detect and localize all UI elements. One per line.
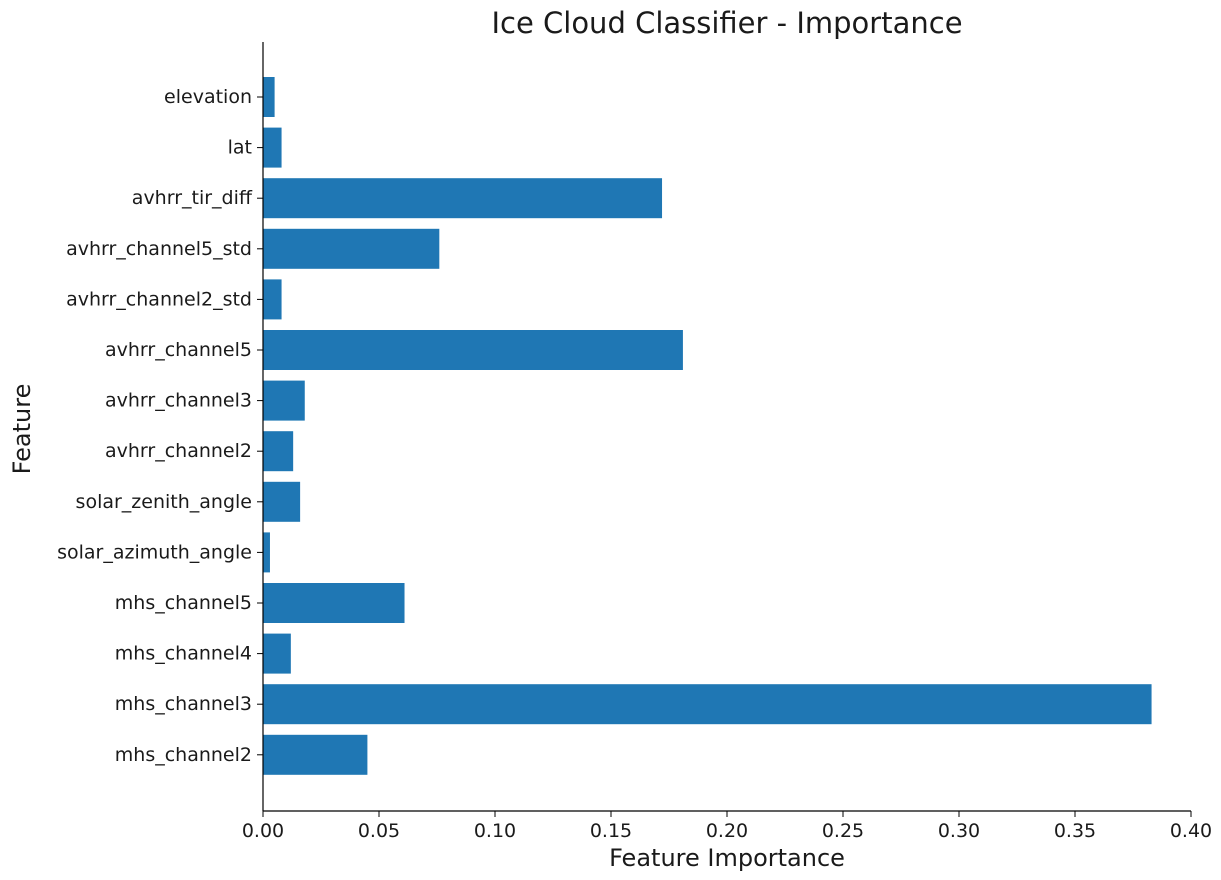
y-tick-label: avhrr_channel5	[105, 339, 252, 361]
bar-solar_azimuth_angle	[263, 532, 270, 573]
x-tick-label: 0.15	[590, 820, 632, 842]
x-tick-label: 0.05	[358, 820, 400, 842]
y-tick-label: solar_azimuth_angle	[57, 541, 252, 563]
bar-lat	[263, 127, 282, 168]
bar-avhrr_channel5	[263, 330, 683, 370]
y-tick-label: avhrr_channel3	[105, 390, 252, 412]
x-tick-label: 0.25	[822, 820, 864, 842]
bar-mhs_channel3	[263, 684, 1152, 725]
bar-mhs_channel4	[263, 633, 291, 674]
bar-solar_zenith_angle	[263, 481, 301, 522]
y-axis-label: Feature	[8, 384, 36, 475]
y-tick-label: mhs_channel2	[115, 744, 252, 766]
y-tick-label: avhrr_channel2	[105, 440, 252, 462]
y-tick-label: mhs_channel5	[115, 592, 252, 614]
bar-mhs_channel5	[263, 583, 405, 623]
x-tick-label: 0.40	[1170, 820, 1212, 842]
bar-elevation	[263, 77, 275, 117]
bar-avhrr_channel2	[263, 431, 294, 472]
bar-avhrr_tir_diff	[263, 178, 663, 219]
x-tick-label: 0.30	[938, 820, 980, 842]
y-tick-label: lat	[228, 137, 252, 159]
bar-avhrr_channel3	[263, 380, 305, 421]
bar-mhs_channel2	[263, 734, 368, 775]
x-axis-label: Feature Importance	[609, 844, 845, 872]
y-tick-labels: elevation lat avhrr_tir_diff avhrr_channel5…	[57, 86, 263, 766]
y-tick-label: avhrr_channel2_std	[66, 288, 252, 310]
x-tick-label: 0.35	[1054, 820, 1096, 842]
y-tick-label: elevation	[164, 86, 252, 108]
x-tick-label: 0.00	[242, 820, 284, 842]
x-tick-labels: 0.00 0.05 0.10 0.15 0.20 0.25 0.30 0.35 0.40	[242, 811, 1212, 842]
y-tick-label: solar_zenith_angle	[76, 491, 252, 513]
x-tick-label: 0.20	[706, 820, 748, 842]
bar-avhrr_channel5_std	[263, 228, 440, 269]
y-tick-label: mhs_channel3	[115, 693, 252, 715]
bars-group	[263, 77, 1152, 775]
y-tick-label: avhrr_tir_diff	[132, 187, 253, 209]
chart-title: Ice Cloud Classifier - Importance	[491, 6, 962, 40]
x-tick-label: 0.10	[474, 820, 516, 842]
bar-avhrr_channel2_std	[263, 279, 282, 320]
y-tick-label: avhrr_channel5_std	[66, 238, 252, 260]
y-tick-label: mhs_channel4	[115, 643, 252, 665]
